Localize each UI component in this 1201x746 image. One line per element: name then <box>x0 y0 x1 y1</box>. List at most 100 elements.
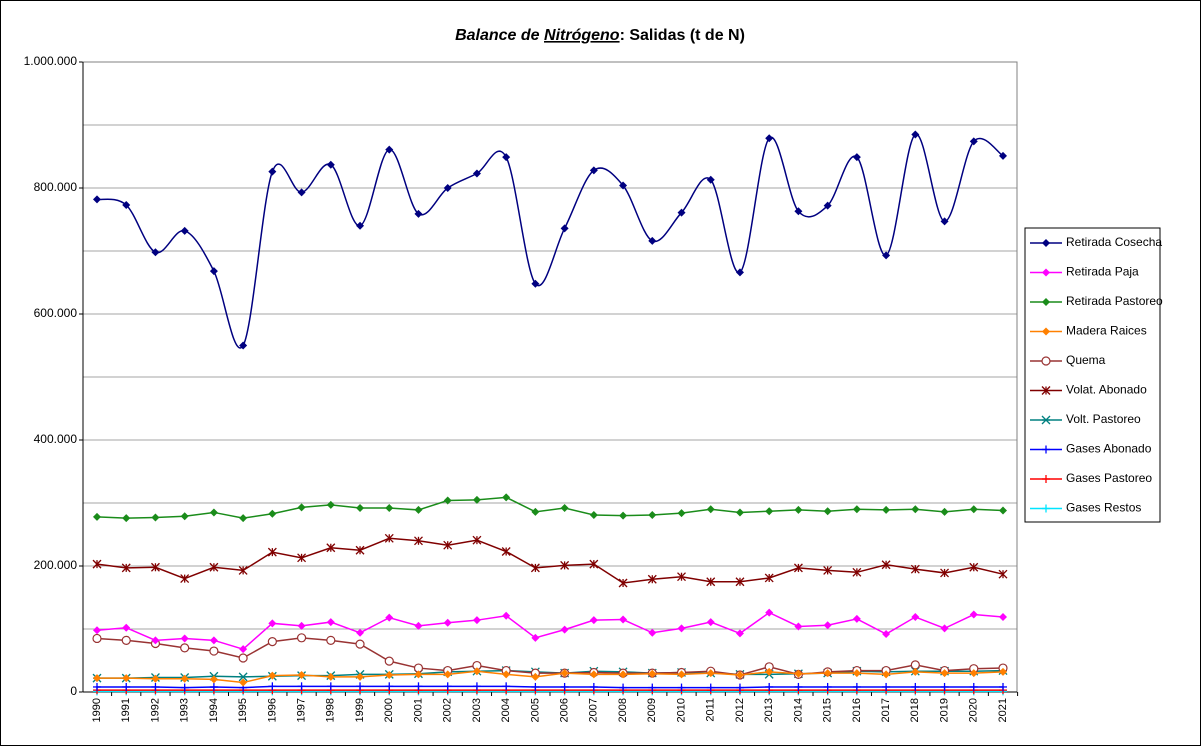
marker-shape <box>531 633 540 642</box>
marker-shape <box>122 623 131 632</box>
marker-shape <box>122 514 131 523</box>
marker <box>1042 445 1050 454</box>
marker <box>1042 475 1050 483</box>
marker <box>531 672 540 681</box>
x-tick-label: 1991 <box>120 698 132 722</box>
marker <box>92 633 102 644</box>
marker <box>823 201 832 210</box>
marker <box>940 217 949 226</box>
marker <box>677 683 686 692</box>
marker-shape <box>648 510 657 519</box>
marker-shape <box>560 504 569 513</box>
marker-shape <box>619 670 628 679</box>
marker <box>238 672 248 682</box>
marker <box>531 682 540 691</box>
marker-shape <box>355 639 365 649</box>
x-tick-label: 2007 <box>588 698 600 722</box>
marker-shape <box>180 634 189 643</box>
marker-shape <box>706 505 715 514</box>
marker <box>735 268 744 277</box>
x-tick-label: 2010 <box>675 698 687 722</box>
marker-shape <box>92 633 102 644</box>
marker <box>326 500 335 509</box>
marker <box>414 505 423 514</box>
marker <box>297 553 307 563</box>
marker-shape <box>677 509 686 518</box>
marker <box>93 626 101 635</box>
marker <box>940 568 950 578</box>
marker <box>472 169 481 178</box>
legend-label: Retirada Pastoreo <box>1066 294 1163 308</box>
marker-shape <box>735 268 744 277</box>
y-tick-label: 200.000 <box>34 558 78 572</box>
marker-shape <box>356 221 365 230</box>
marker <box>239 514 248 523</box>
marker <box>356 504 365 513</box>
marker-shape <box>648 628 657 637</box>
y-tick-label: 0 <box>70 684 77 698</box>
marker <box>706 505 715 514</box>
marker-shape <box>238 653 248 663</box>
x-tick-label: 2005 <box>529 698 541 722</box>
x-tick-label: 1999 <box>354 698 366 722</box>
marker <box>93 674 101 683</box>
marker-shape <box>414 505 423 514</box>
marker <box>385 682 394 691</box>
marker <box>560 682 569 691</box>
marker <box>268 619 277 628</box>
marker <box>1042 298 1050 306</box>
marker <box>268 671 277 680</box>
y-tick-label: 400.000 <box>34 432 78 446</box>
marker-shape <box>706 618 715 627</box>
y-tick-label: 800.000 <box>34 180 78 194</box>
x-tick-label: 2016 <box>851 698 863 722</box>
legend-label: Madera Raices <box>1066 324 1147 338</box>
x-tick-label: 2000 <box>383 698 395 722</box>
marker-shape <box>443 184 452 192</box>
marker-shape <box>765 134 774 143</box>
marker-shape <box>911 613 920 622</box>
marker <box>735 629 744 638</box>
marker <box>209 682 218 691</box>
marker <box>969 669 978 678</box>
marker <box>414 209 423 218</box>
marker-shape <box>385 613 394 622</box>
marker-shape <box>93 195 101 204</box>
marker-shape <box>677 670 686 679</box>
marker-shape <box>268 167 277 176</box>
series-line <box>96 637 1004 676</box>
marker-shape <box>385 504 394 513</box>
marker <box>180 643 190 653</box>
marker <box>648 510 657 519</box>
marker <box>297 621 306 630</box>
marker <box>356 682 365 691</box>
marker <box>589 559 599 569</box>
marker-shape <box>560 625 569 634</box>
marker <box>443 496 452 505</box>
marker-shape <box>209 636 218 645</box>
marker <box>882 682 891 691</box>
marker <box>151 636 160 645</box>
marker <box>472 667 481 676</box>
marker-shape <box>180 512 189 521</box>
marker <box>121 635 131 645</box>
marker <box>531 633 540 642</box>
marker <box>589 682 598 691</box>
y-tick-label: 600.000 <box>34 306 78 320</box>
marker-shape <box>239 341 248 350</box>
marker <box>969 682 978 691</box>
marker-shape <box>940 507 949 516</box>
marker-shape <box>414 621 423 630</box>
marker-shape <box>999 667 1007 676</box>
marker <box>648 669 657 678</box>
x-tick-label: 2018 <box>909 698 921 722</box>
marker-shape <box>297 503 306 512</box>
marker <box>1041 386 1051 395</box>
marker-shape <box>356 628 365 637</box>
x-tick-label: 2006 <box>559 698 571 722</box>
marker-shape <box>151 513 160 522</box>
marker-shape <box>502 153 511 162</box>
marker <box>793 563 803 573</box>
series-line <box>97 685 1003 689</box>
marker-shape <box>356 672 365 681</box>
